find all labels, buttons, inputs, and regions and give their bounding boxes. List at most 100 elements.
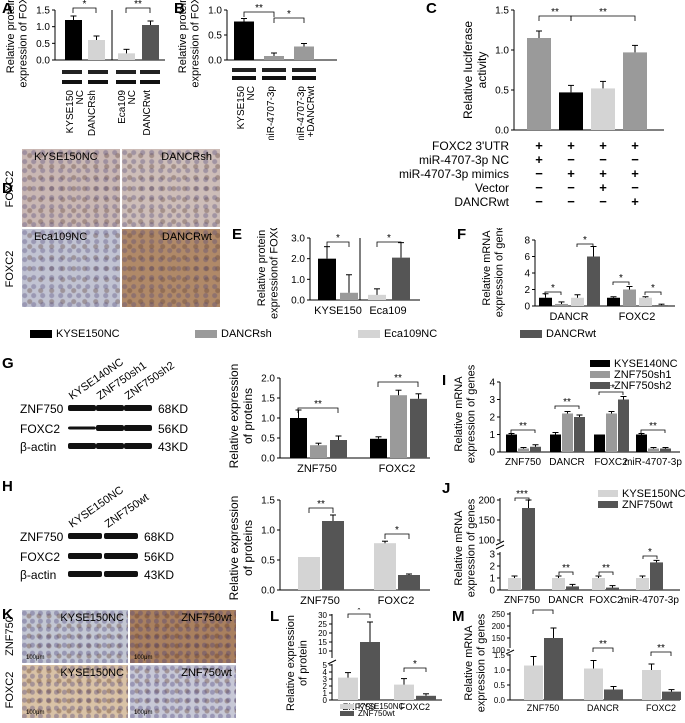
condition-mark: + (599, 180, 607, 195)
bar (592, 578, 605, 590)
legend-label: ZNF750sh2 (614, 380, 671, 392)
y-tick-label: 1.5 (261, 496, 275, 507)
condition-mark: − (535, 166, 543, 181)
x-tick-label: ZNF750 (505, 457, 542, 468)
blot-band (68, 405, 96, 411)
significance-label: ** (649, 421, 657, 432)
bar (527, 38, 551, 130)
y-axis-label: Relative mRNAexpression of genes (481, 228, 506, 317)
bar (571, 297, 584, 306)
ihc-image: KYSE150NC (22, 149, 120, 227)
ihc-label: KYSE150NC (60, 667, 124, 679)
blot-protein-label: β-actin (20, 568, 56, 582)
blot-band (124, 405, 152, 411)
bar (559, 92, 583, 130)
condition-label: DANCRwt (454, 195, 509, 209)
condition-label: miR-4707-3p NC (419, 153, 509, 167)
blot-band (68, 426, 96, 430)
condition-mark: + (567, 166, 575, 181)
legend-swatch (340, 704, 354, 709)
bar (618, 399, 629, 452)
legend-label: DANCRsh (221, 328, 272, 340)
bar (522, 508, 535, 590)
significance-bracket (532, 609, 554, 614)
bar (539, 297, 552, 306)
y-tick-label: 1.5 (495, 6, 509, 17)
significance-label: *** (516, 489, 528, 500)
ihc-image: KYSE150NC 100μm (22, 665, 128, 718)
legend-item: DANCRwt (520, 328, 596, 340)
bar (298, 557, 320, 590)
panel-j: J 0 1 2 3 100 150 200 Relative mRNAexpression o… (440, 478, 685, 608)
panel-letter: K (2, 606, 13, 623)
bar (410, 398, 427, 458)
significance-bracket (650, 651, 672, 656)
legend-swatch (598, 501, 618, 508)
ihc-label: Eca109NC (34, 231, 88, 243)
x-tick-label: ZNF750 (297, 463, 337, 475)
bar (648, 448, 659, 452)
significance-label: * (551, 283, 555, 294)
blot-band (116, 80, 136, 84)
luciferase-conditions-table: FOXC2 3'UTR + + + +miR-4707-3p NC + − − −miR-470… (399, 140, 639, 209)
y-tick-label: 1 (489, 430, 495, 441)
bar (584, 668, 603, 700)
y-tick-label: 10 (318, 647, 327, 656)
x-tick-label: FOXC2 (646, 703, 676, 713)
x-tick-label: ZNF750 (527, 703, 560, 713)
legend-swatch (590, 382, 610, 389)
bar (587, 256, 600, 306)
x-tick-label: ZNF750 (504, 595, 541, 606)
x-tick-label: KYSE150 (314, 305, 362, 317)
significance-bracket (642, 555, 658, 559)
x-tick-label: Eca109NC (117, 90, 138, 124)
bar (655, 305, 668, 306)
panel-letter: C (426, 0, 437, 17)
significance-label: ** (519, 421, 527, 432)
blot-band (68, 553, 102, 559)
panel-l: L 0 1 2 3 4 5 10 15 20 25 30 Relative expressionof … (268, 605, 448, 718)
axis-break (505, 649, 515, 655)
condition-mark: − (535, 180, 543, 195)
legend-swatch (340, 711, 354, 716)
bar (88, 40, 105, 60)
significance-bracket (377, 381, 419, 387)
y-tick-label: 1.5 (494, 651, 506, 660)
bar (550, 434, 561, 452)
bar (118, 53, 135, 60)
ihc-image: DANCRsh (122, 149, 220, 227)
significance-label: ** (657, 643, 665, 654)
bar (370, 438, 387, 458)
ihc-row-label: FOXC2 (4, 250, 16, 288)
y-tick-label: 0.5 (261, 556, 275, 567)
y-tick-label: 6 (524, 252, 530, 263)
panel-m: M 0.0 0.5 1.0 1.5 100 150 200 250 Relative mRNAe… (450, 601, 685, 718)
axis-break (495, 544, 505, 550)
significance-label: * (413, 659, 417, 670)
bar (636, 434, 647, 452)
blot-band (68, 443, 96, 449)
y-tick-label: 4 (323, 668, 328, 677)
blot-band (104, 571, 138, 577)
bar (607, 297, 620, 306)
significance-bracket (403, 667, 427, 672)
y-axis-label: Relative proteinexpression of FOXC2 (177, 0, 202, 88)
significance-bracket (376, 241, 402, 247)
panel-letter: L (270, 608, 280, 625)
y-tick-label: 2.0 (261, 374, 275, 385)
x-tick-label: FOXC2 (378, 595, 415, 607)
y-tick-label: 250 (492, 610, 506, 619)
y-tick-label: 0.0 (495, 126, 509, 137)
bar (639, 297, 652, 306)
y-tick-label: 200 (492, 622, 506, 631)
blot-protein-label: ZNF750 (20, 402, 64, 416)
blot-band (116, 70, 136, 74)
bar (518, 448, 529, 452)
bar (508, 578, 521, 590)
ihc-label: DANCRwt (161, 231, 212, 243)
ihc-image: DANCRwt (122, 229, 220, 307)
legend-label: ZNF750sh1 (614, 369, 671, 381)
y-tick-label: 0.0 (36, 56, 50, 67)
